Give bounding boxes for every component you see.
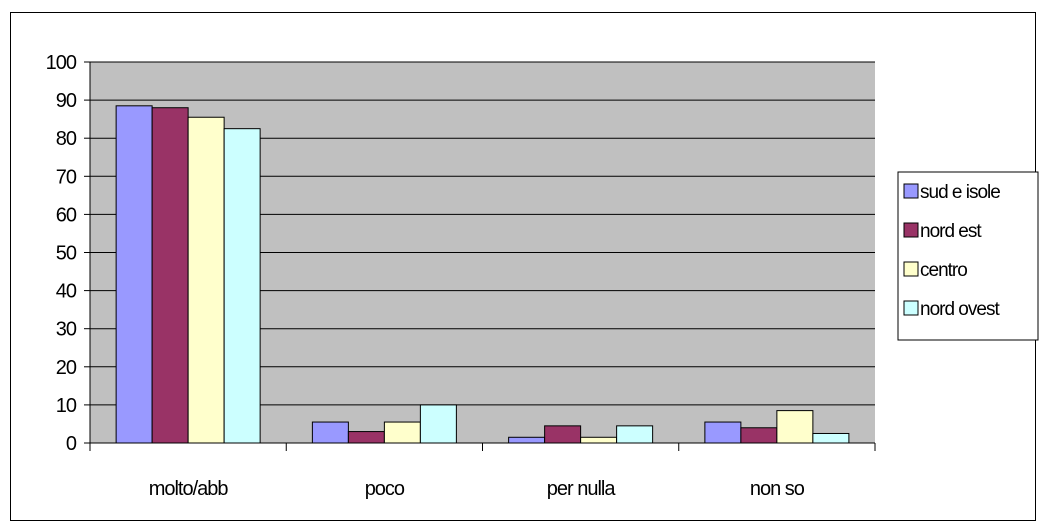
legend-swatch-nord-est <box>903 222 919 238</box>
bar-molto-abb-sud-e-isole <box>115 105 153 444</box>
legend: sud e isole nord est centro nord ovest <box>897 171 1039 341</box>
legend-label-sud-e-isole: sud e isole <box>920 182 1000 203</box>
legend-label-nord-est: nord est <box>920 221 982 242</box>
bars <box>115 105 850 444</box>
y-tick-label-30: 30 <box>56 319 77 341</box>
bar-non-so-sud-e-isole <box>704 421 742 444</box>
bar-molto-abb-nord-est <box>151 107 189 444</box>
legend-box <box>897 171 1039 341</box>
y-tick-label-70: 70 <box>56 166 77 188</box>
bar-poco-centro <box>383 421 421 444</box>
x-tick-label-molto-abb: molto/abb <box>149 478 229 500</box>
legend-label-centro: centro <box>920 260 967 281</box>
bar-per-nulla-nord-est <box>544 425 582 444</box>
bar-per-nulla-nord-ovest <box>616 425 654 444</box>
legend-swatch-sud-e-isole <box>903 183 919 199</box>
bar-non-so-nord-ovest <box>812 432 850 444</box>
bar-non-so-centro <box>776 410 814 444</box>
y-tick-label-40: 40 <box>56 281 77 303</box>
y-tick-label-20: 20 <box>56 357 77 379</box>
axes <box>84 61 876 451</box>
bar-poco-nord-ovest <box>419 404 457 444</box>
y-tick-label-90: 90 <box>56 90 77 112</box>
bar-non-so-nord-est <box>740 427 778 444</box>
bar-poco-nord-est <box>347 431 385 444</box>
bar-poco-sud-e-isole <box>311 421 349 444</box>
y-tick-labels: 0 10 20 30 40 50 60 70 80 90 100 <box>46 52 78 455</box>
bar-per-nulla-sud-e-isole <box>508 436 546 444</box>
y-tick-label-60: 60 <box>56 204 77 226</box>
x-tick-labels: molto/abb poco per nulla non so <box>149 478 806 500</box>
bar-molto-abb-centro <box>187 116 225 444</box>
x-tick-label-non-so: non so <box>750 478 805 500</box>
y-tick-label-50: 50 <box>56 243 77 265</box>
y-tick-label-100: 100 <box>46 52 77 74</box>
y-tick-label-10: 10 <box>56 395 77 417</box>
x-tick-label-poco: poco <box>365 478 405 500</box>
y-tick-label-80: 80 <box>56 128 77 150</box>
bar-per-nulla-centro <box>580 436 618 444</box>
y-tick-label-0: 0 <box>66 433 77 455</box>
x-tick-label-per-nulla: per nulla <box>547 478 617 500</box>
legend-label-nord-ovest: nord ovest <box>920 299 1000 320</box>
legend-swatch-centro <box>903 261 919 277</box>
bar-molto-abb-nord-ovest <box>223 128 261 444</box>
legend-swatch-nord-ovest <box>903 300 919 316</box>
